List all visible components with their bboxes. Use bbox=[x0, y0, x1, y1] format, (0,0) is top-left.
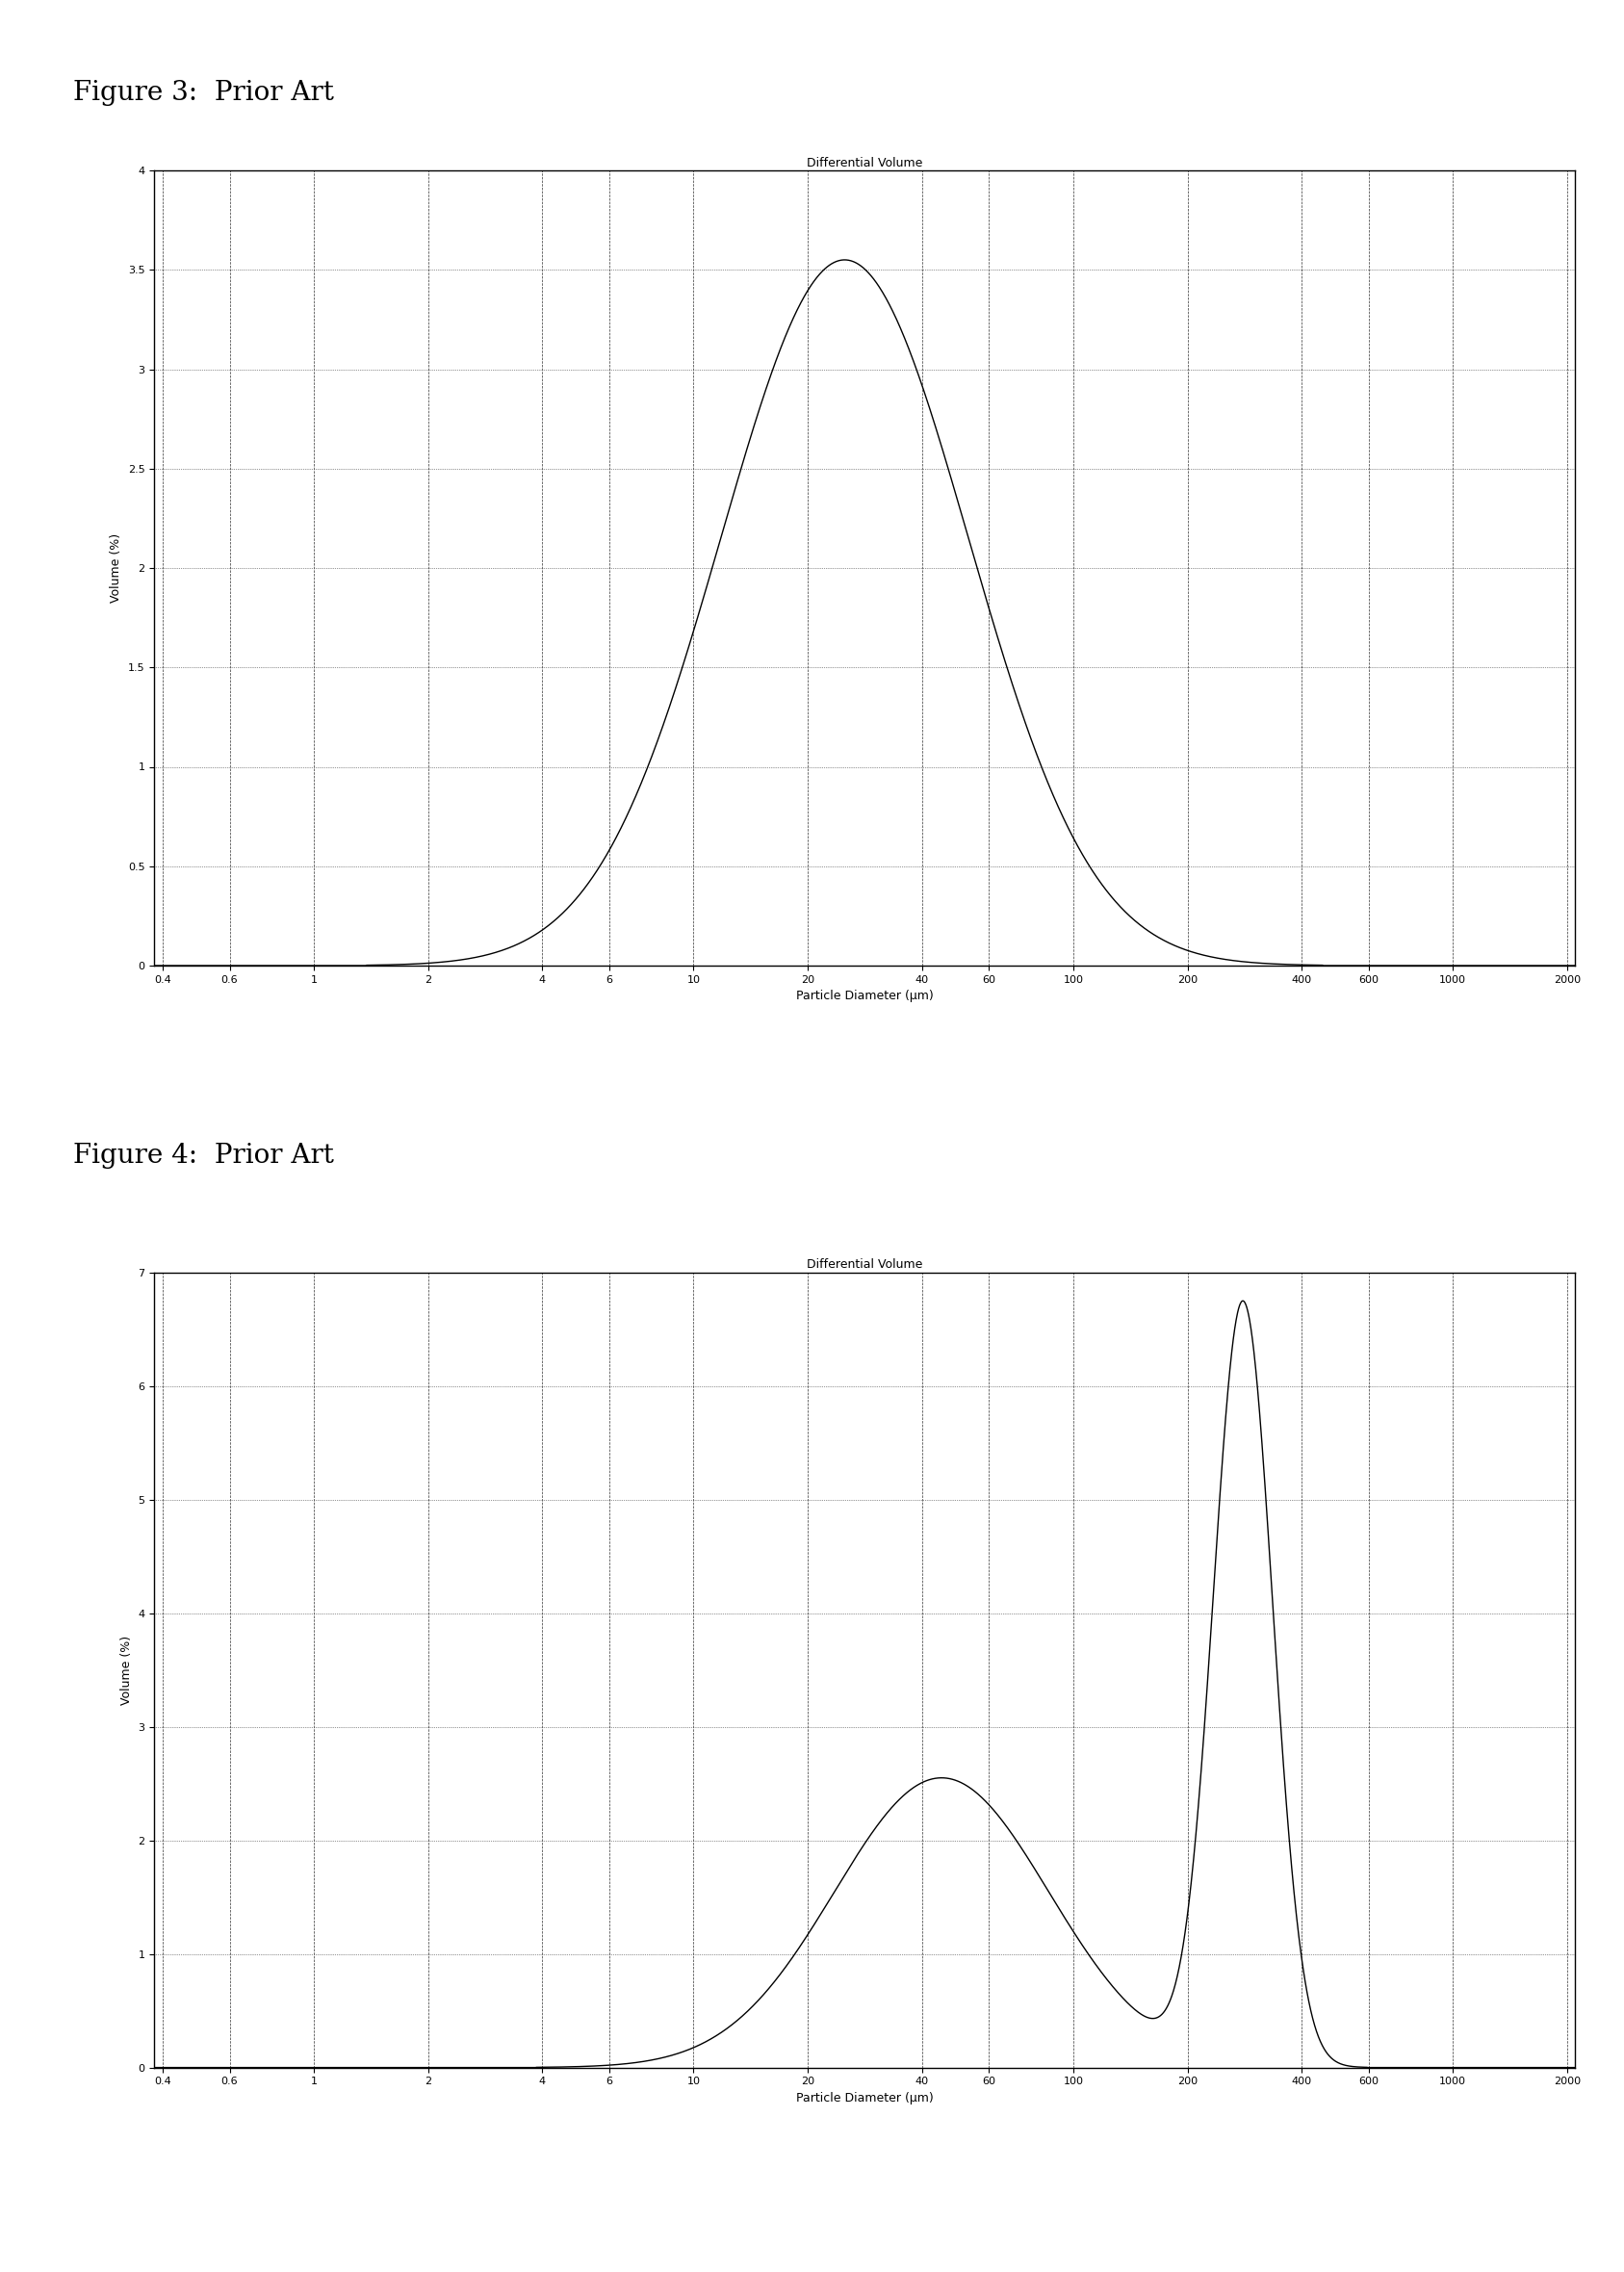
Y-axis label: Volume (%): Volume (%) bbox=[120, 1636, 133, 1704]
X-axis label: Particle Diameter (μm): Particle Diameter (μm) bbox=[796, 991, 934, 1002]
Text: Figure 3:  Prior Art: Figure 3: Prior Art bbox=[73, 80, 335, 105]
Text: Figure 4:  Prior Art: Figure 4: Prior Art bbox=[73, 1143, 335, 1168]
Title: Differential Volume: Differential Volume bbox=[807, 157, 922, 170]
Title: Differential Volume: Differential Volume bbox=[807, 1259, 922, 1272]
Y-axis label: Volume (%): Volume (%) bbox=[110, 534, 122, 602]
X-axis label: Particle Diameter (μm): Particle Diameter (μm) bbox=[796, 2093, 934, 2104]
